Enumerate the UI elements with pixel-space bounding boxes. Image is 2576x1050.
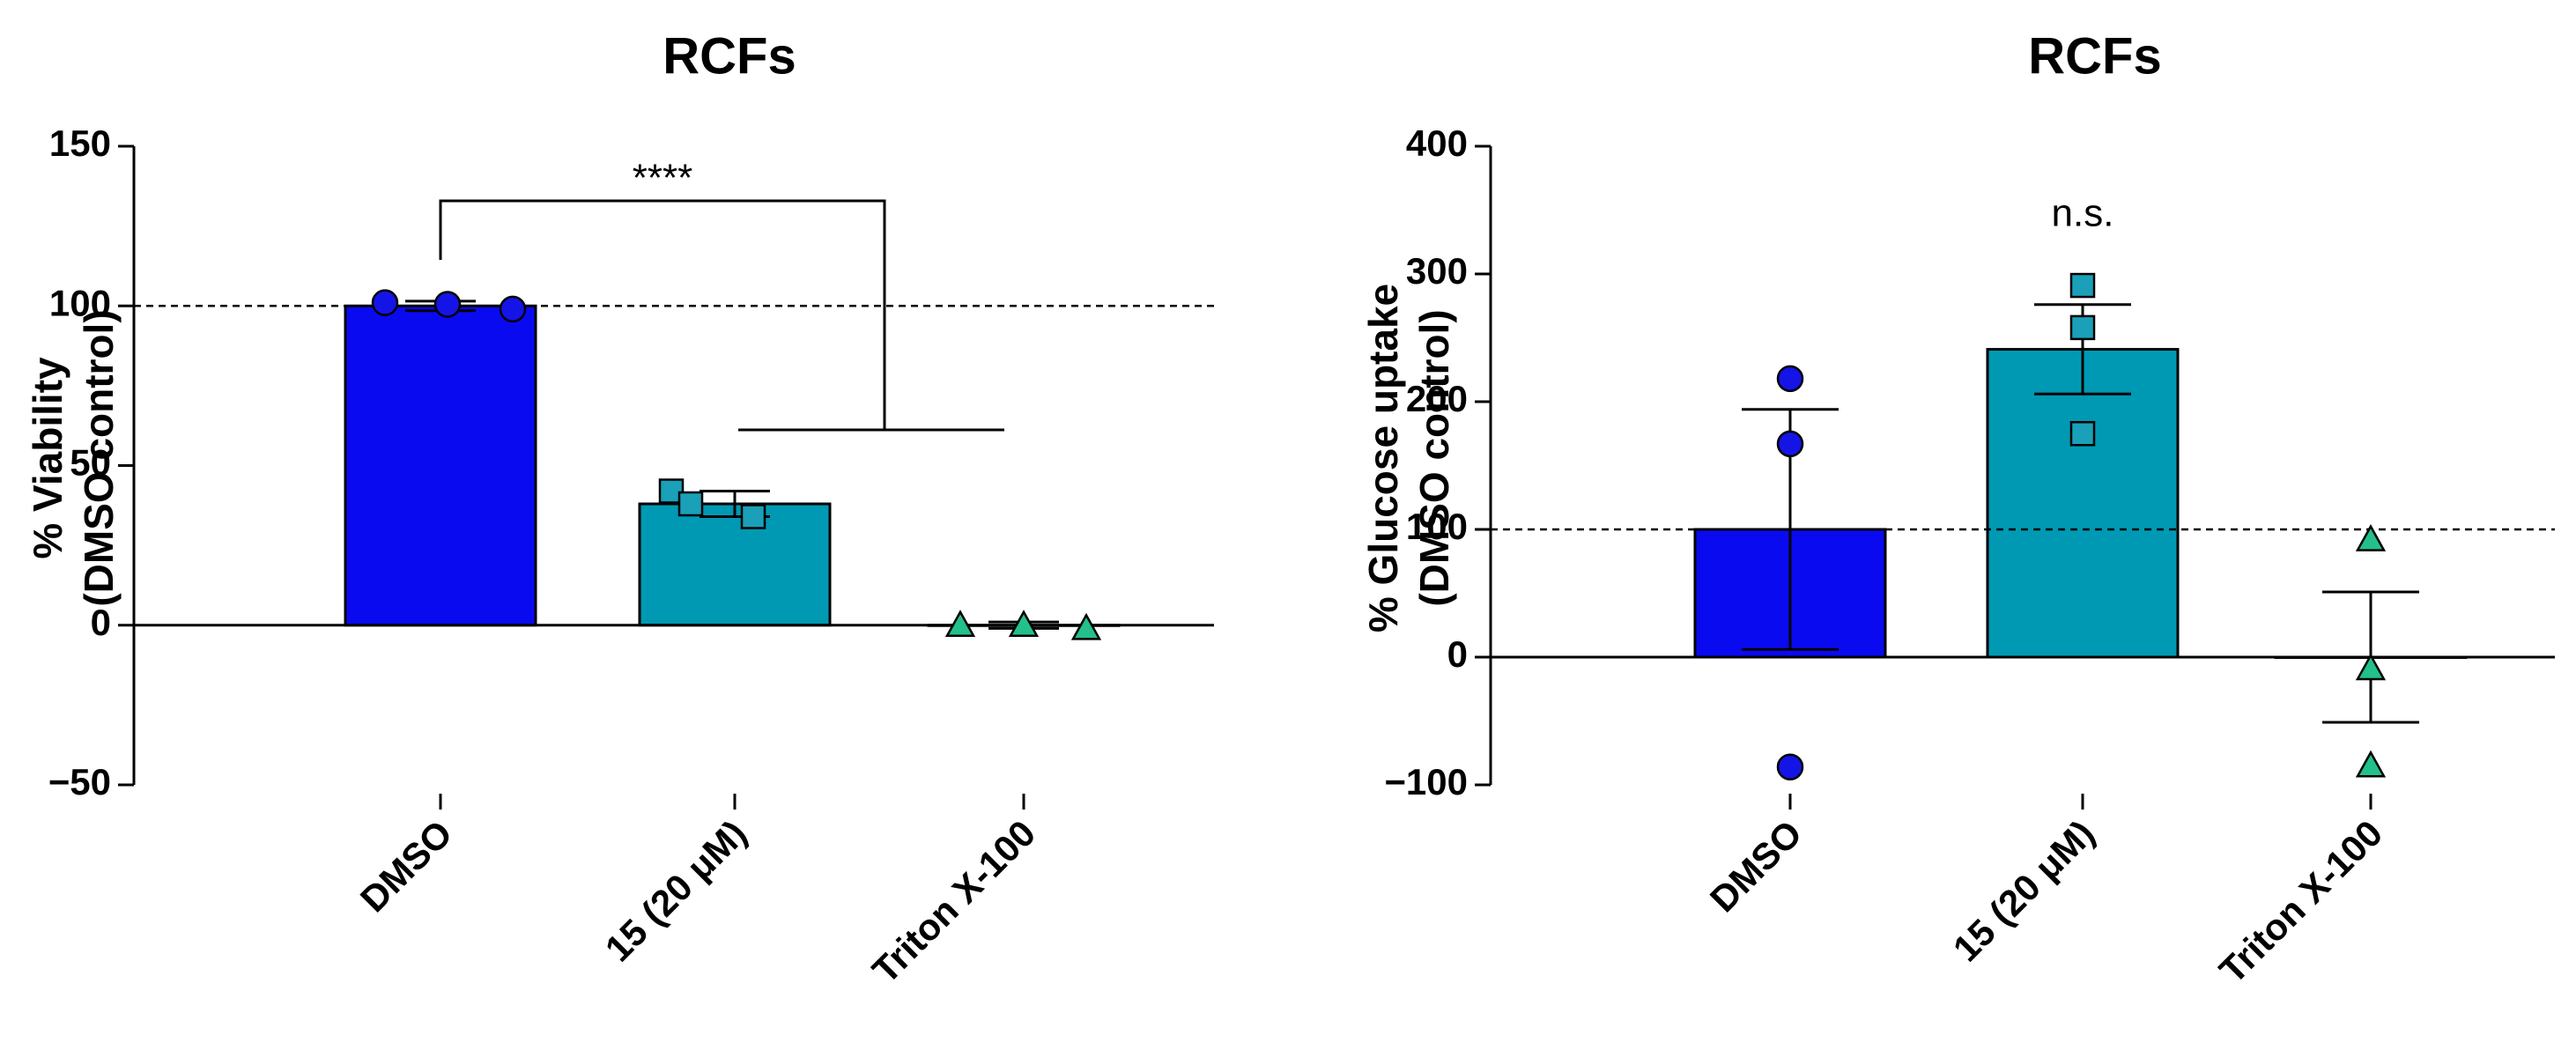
y-axis-label-line1: % Viability (25, 357, 70, 559)
y-tick-label: 50 (70, 442, 111, 484)
significance-label: **** (633, 157, 693, 200)
significance-label: n.s. (2052, 192, 2114, 235)
data-point-circle (371, 289, 399, 316)
y-tick-label: 150 (49, 122, 111, 164)
data-point-square (740, 504, 766, 529)
data-point-circle (499, 295, 527, 323)
y-tick-label: 100 (1406, 506, 1468, 547)
data-point-triangle (944, 610, 976, 637)
bar-0 (344, 304, 537, 627)
x-category-label: DMSO (1702, 812, 1810, 920)
data-point-triangle (1070, 612, 1102, 640)
chart-title: RCFs (663, 27, 796, 85)
y-tick-label: 200 (1406, 378, 1468, 419)
bar-1 (638, 502, 832, 627)
glucose-uptake-chart: RCFs % Glucose uptake (DMSO control) −100 0 1… (1360, 27, 2555, 991)
data-point-triangle (2355, 750, 2387, 778)
chart-title: RCFs (2028, 27, 2161, 85)
y-tick-label: −100 (1384, 761, 1468, 802)
x-category-label: 15 (20 μM) (1945, 812, 2103, 970)
data-point-square (2069, 272, 2096, 299)
y-tick-label: 0 (1447, 633, 1468, 675)
data-point-square (677, 491, 704, 517)
data-point-circle (1776, 365, 1804, 393)
y-axis-label-line2: (DMSO control) (1411, 309, 1457, 606)
data-point-circle (1776, 753, 1804, 780)
viability-chart: RCFs % Viability (DMSO control) −50 0 50 100 15… (25, 27, 1214, 991)
data-point-square (2069, 314, 2096, 341)
y-tick-label: 100 (49, 282, 111, 323)
x-category-label: Triton X-100 (2211, 812, 2390, 991)
data-point-circle (433, 291, 462, 318)
y-tick-label: 300 (1406, 250, 1468, 292)
significance-bracket (439, 199, 886, 430)
y-tick-label: −50 (48, 761, 111, 802)
y-axis-label-line1: % Glucose uptake (1360, 284, 1406, 632)
x-category-label: Triton X-100 (864, 812, 1043, 991)
x-category-label: DMSO (352, 812, 460, 920)
data-point-triangle (1008, 610, 1040, 637)
data-point-triangle (2355, 524, 2387, 551)
data-point-square (2069, 421, 2096, 447)
y-axis-label-line2: (DMSO control) (76, 309, 122, 606)
y-tick-label: 400 (1406, 122, 1468, 164)
y-tick-label: 0 (91, 602, 111, 643)
data-point-triangle (2355, 653, 2387, 681)
x-category-label: 15 (20 μM) (597, 812, 755, 970)
bar-1 (1986, 348, 2180, 659)
data-point-circle (1776, 430, 1804, 458)
